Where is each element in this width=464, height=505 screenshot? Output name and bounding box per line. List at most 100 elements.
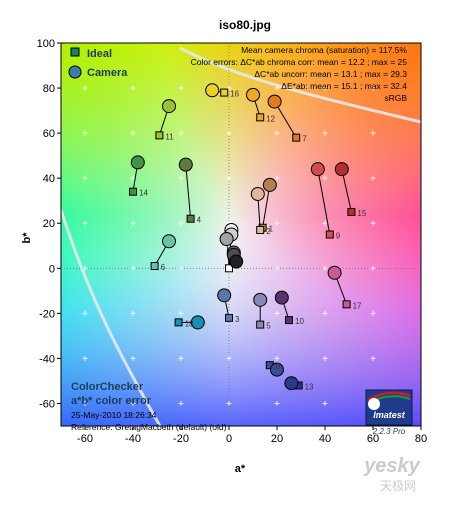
grid-plus-marker bbox=[82, 355, 88, 361]
grid-plus-marker bbox=[130, 265, 136, 271]
gamut-boundary-curve bbox=[179, 46, 421, 124]
camera-marker-11 bbox=[162, 99, 176, 114]
grid-plus-marker bbox=[322, 355, 328, 361]
error-line-1 bbox=[262, 184, 271, 228]
y-tick-label: -20 bbox=[39, 308, 55, 320]
grid-plus-marker bbox=[226, 355, 232, 361]
grid-plus-marker bbox=[274, 175, 280, 181]
stats-line-2: Color errors: ΔC*ab chroma corr: mean = … bbox=[191, 57, 408, 67]
ideal-marker-4 bbox=[186, 214, 195, 223]
x-tick-label: 40 bbox=[319, 433, 331, 445]
grid-plus-marker bbox=[370, 85, 376, 91]
grid-plus-marker bbox=[370, 175, 376, 181]
legend-ideal-marker bbox=[70, 47, 80, 57]
grid-plus-marker bbox=[130, 355, 136, 361]
ideal-marker-12 bbox=[256, 113, 265, 122]
y-tick-label: 100 bbox=[37, 38, 55, 50]
info-date: 25-May-2010 18:26:34 bbox=[71, 410, 157, 420]
camera-marker-2 bbox=[250, 186, 265, 201]
info-title-2: a*b* color error bbox=[71, 395, 152, 407]
patch-label-5: 5 bbox=[266, 322, 271, 331]
error-line-15 bbox=[341, 169, 352, 213]
patch-label-10: 10 bbox=[295, 317, 304, 326]
y-tick-label: -60 bbox=[39, 398, 55, 410]
patch-label-18: 18 bbox=[185, 319, 194, 328]
grid-plus-marker bbox=[178, 220, 184, 226]
ideal-marker-5 bbox=[256, 320, 265, 329]
info-reference: Reference: GretagMacbeth (default) (old) bbox=[71, 422, 227, 432]
grid-plus-marker bbox=[82, 130, 88, 136]
imatest-logo: Imatest 2.2.3 Pro bbox=[365, 389, 413, 436]
grid-plus-marker bbox=[130, 130, 136, 136]
camera-marker-18 bbox=[190, 315, 205, 330]
ideal-marker-3 bbox=[225, 313, 233, 322]
x-tick-label: 20 bbox=[271, 433, 283, 445]
grid-plus-marker bbox=[274, 130, 280, 136]
ideal-marker-11 bbox=[155, 131, 164, 140]
patch-label-2: 2 bbox=[266, 227, 271, 236]
ideal-marker-14 bbox=[129, 187, 137, 196]
grid-plus-marker bbox=[370, 310, 376, 316]
ideal-marker-18 bbox=[174, 318, 183, 327]
grid-plus-marker bbox=[370, 265, 376, 271]
grid-plus-marker bbox=[274, 355, 280, 361]
grid-plus-marker bbox=[178, 85, 184, 91]
neutral-camera-marker bbox=[229, 254, 244, 269]
patch-label-4: 4 bbox=[197, 216, 202, 225]
legend-ideal-label: Ideal bbox=[87, 48, 112, 60]
ideal-marker-17 bbox=[342, 300, 351, 309]
patch-label-17: 17 bbox=[353, 301, 362, 310]
patch-label-3: 3 bbox=[235, 315, 240, 324]
grid-plus-marker bbox=[322, 310, 328, 316]
legend: Ideal Camera bbox=[68, 47, 128, 79]
x-tick-label: 80 bbox=[415, 433, 427, 445]
stats-line-3: ΔC*ab uncorr: mean = 13.1 ; max = 29.3 bbox=[254, 69, 407, 79]
grid-plus-marker bbox=[322, 175, 328, 181]
chart-info: ColorChecker a*b* color error 25-May-201… bbox=[71, 381, 227, 432]
grid-plus-marker bbox=[82, 175, 88, 181]
grid-plus-marker bbox=[82, 265, 88, 271]
y-tick-label: 80 bbox=[43, 83, 55, 95]
camera-marker-7 bbox=[267, 94, 282, 109]
y-tick-label: 60 bbox=[43, 128, 55, 140]
camera-marker-10 bbox=[274, 290, 289, 305]
ideal-marker-16 bbox=[220, 88, 229, 97]
x-axis-ticks: -60 -40 -20 0 20 40 60 80 bbox=[77, 426, 427, 445]
grid-plus-marker bbox=[130, 310, 136, 316]
patch-label-12: 12 bbox=[266, 114, 275, 123]
y-tick-label: 20 bbox=[43, 218, 55, 230]
error-line-7 bbox=[274, 101, 297, 138]
camera-marker-4 bbox=[178, 157, 193, 172]
camera-marker-14 bbox=[130, 155, 145, 170]
camera-marker-1 bbox=[262, 177, 277, 192]
grid-plus-marker bbox=[130, 85, 136, 91]
camera-marker-5 bbox=[253, 292, 268, 307]
grid-plus-marker bbox=[82, 400, 88, 406]
grid-plus-marker bbox=[274, 400, 280, 406]
info-title-1: ColorChecker bbox=[71, 381, 144, 393]
camera-marker-3 bbox=[217, 288, 232, 303]
camera-marker-13 bbox=[284, 376, 299, 391]
patch-label-1: 1 bbox=[269, 225, 274, 234]
ideal-marker-2 bbox=[256, 225, 265, 234]
watermark-text-2: 天极网 bbox=[380, 479, 416, 493]
grid-plus-marker bbox=[226, 130, 232, 136]
x-tick-label: -20 bbox=[173, 433, 189, 445]
patch-label-11: 11 bbox=[165, 132, 174, 141]
grid-plus-marker bbox=[322, 265, 328, 271]
camera-marker-9 bbox=[310, 162, 325, 177]
grid-plus-marker bbox=[322, 130, 328, 136]
legend-camera-marker bbox=[68, 65, 82, 79]
y-tick-label: 0 bbox=[49, 263, 55, 275]
ideal-marker-9 bbox=[325, 230, 334, 239]
y-tick-label: 40 bbox=[43, 173, 55, 185]
watermark: yesky 天极网 bbox=[363, 455, 420, 493]
grid-plus-marker bbox=[130, 220, 136, 226]
stats-line-1: Mean camera chroma (saturation) = 117.5% bbox=[241, 45, 407, 55]
grid-plus-marker bbox=[370, 220, 376, 226]
x-axis-label: a* bbox=[235, 463, 246, 475]
ideal-marker-6 bbox=[150, 262, 159, 271]
